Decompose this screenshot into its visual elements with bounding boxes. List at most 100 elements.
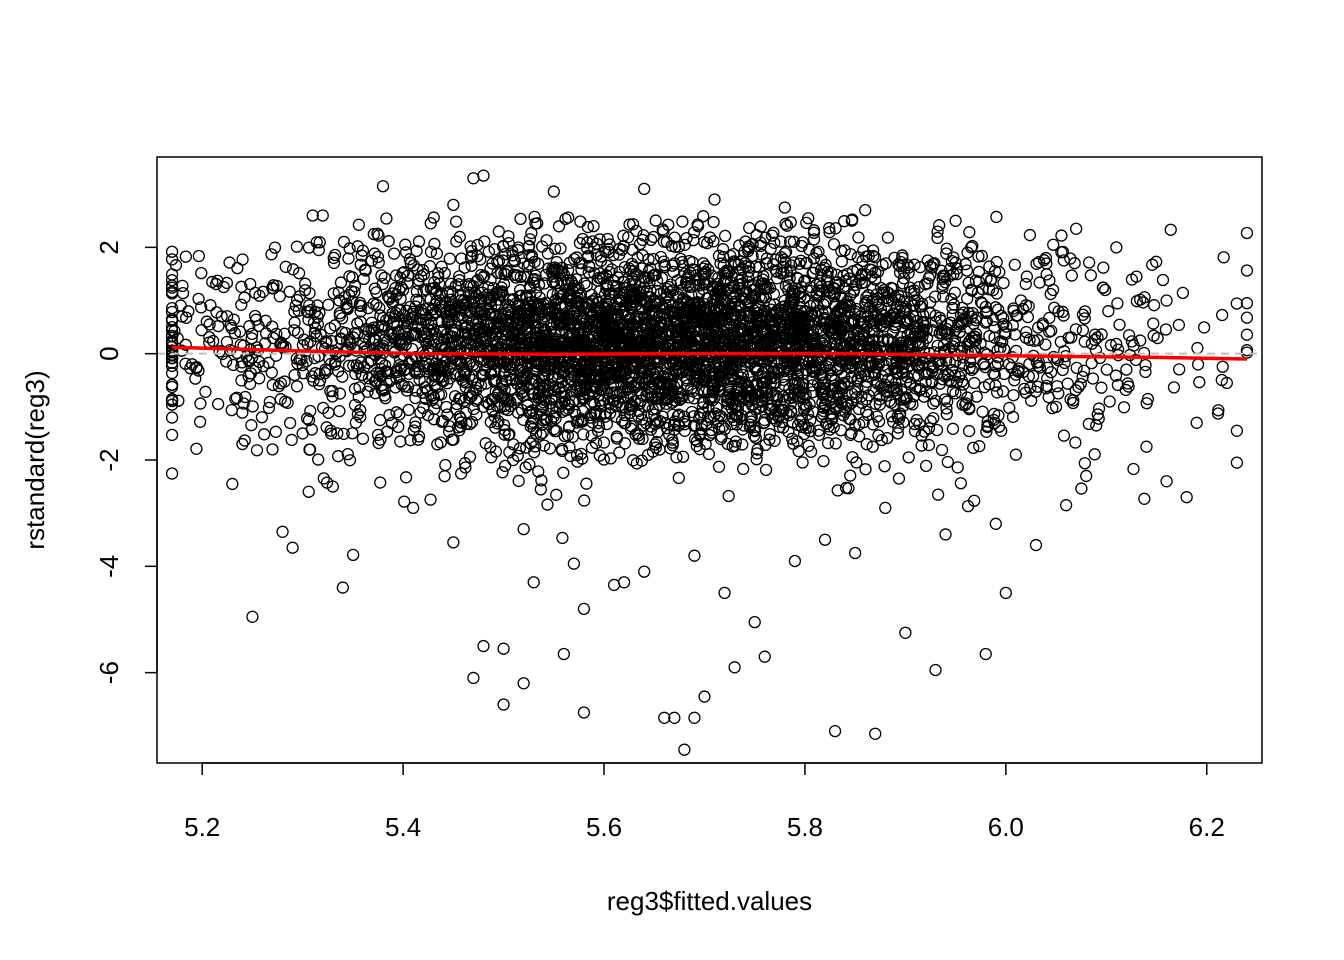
data-point xyxy=(850,350,864,363)
data-point xyxy=(866,418,880,431)
data-point xyxy=(794,290,807,303)
data-point xyxy=(990,255,1003,269)
data-point xyxy=(867,244,880,257)
data-point xyxy=(192,292,205,306)
data-point xyxy=(931,225,944,238)
data-point xyxy=(948,286,961,299)
data-point xyxy=(534,428,547,441)
data-point xyxy=(289,299,302,312)
data-point xyxy=(480,395,493,409)
data-point xyxy=(929,309,942,322)
data-point xyxy=(459,376,473,389)
data-point xyxy=(730,358,743,371)
data-point xyxy=(802,439,815,452)
data-point xyxy=(825,413,839,426)
data-point xyxy=(351,317,364,330)
data-point xyxy=(613,302,626,316)
data-point xyxy=(369,349,382,362)
data-point xyxy=(468,286,482,300)
data-point xyxy=(399,322,412,335)
data-point xyxy=(640,373,653,386)
data-point xyxy=(501,264,514,277)
data-point xyxy=(912,369,925,382)
data-point xyxy=(491,256,504,269)
data-point xyxy=(1134,334,1147,347)
data-point xyxy=(982,378,996,391)
data-point xyxy=(733,299,747,312)
data-point xyxy=(578,369,592,382)
data-point xyxy=(238,434,251,447)
data-point xyxy=(727,280,740,293)
data-point xyxy=(400,314,413,327)
data-point xyxy=(431,438,444,451)
data-point xyxy=(476,271,490,284)
data-point xyxy=(176,286,190,300)
data-point xyxy=(652,356,665,369)
data-point xyxy=(440,332,454,345)
data-point xyxy=(1230,297,1243,310)
data-point xyxy=(1146,258,1159,271)
data-point xyxy=(613,242,626,255)
data-point xyxy=(829,437,842,450)
data-point xyxy=(555,261,569,275)
data-point xyxy=(968,334,982,348)
data-point xyxy=(835,255,848,268)
data-point xyxy=(593,233,606,246)
data-point xyxy=(924,269,937,282)
data-point xyxy=(527,412,540,425)
data-point xyxy=(513,442,527,455)
data-point xyxy=(615,414,629,427)
data-point xyxy=(998,367,1011,381)
data-point xyxy=(1139,365,1152,379)
data-point xyxy=(626,218,640,231)
data-point xyxy=(243,377,257,391)
data-point xyxy=(376,277,389,291)
data-point xyxy=(980,425,993,438)
data-point xyxy=(519,461,532,474)
data-point xyxy=(779,280,793,293)
data-point xyxy=(737,323,750,336)
data-point xyxy=(947,298,961,311)
data-point xyxy=(630,224,643,238)
data-point xyxy=(581,220,595,234)
data-point xyxy=(610,311,623,324)
data-point xyxy=(965,331,978,345)
data-point xyxy=(390,406,403,419)
data-point xyxy=(691,387,704,400)
data-point xyxy=(973,440,986,453)
data-point xyxy=(666,408,679,421)
data-point xyxy=(696,282,710,296)
data-point xyxy=(402,403,415,417)
data-point xyxy=(959,258,972,271)
data-point xyxy=(745,415,758,428)
data-point xyxy=(724,249,737,263)
data-point xyxy=(325,335,338,348)
data-point xyxy=(484,319,497,332)
data-point xyxy=(889,377,902,390)
data-point xyxy=(354,356,368,369)
data-point xyxy=(676,450,690,463)
data-point xyxy=(741,310,755,323)
data-point xyxy=(872,429,885,442)
data-point xyxy=(190,442,203,455)
data-point xyxy=(491,417,504,430)
data-point xyxy=(301,337,314,350)
data-point xyxy=(528,255,541,269)
data-point xyxy=(459,296,472,310)
data-point xyxy=(342,252,355,265)
data-point xyxy=(732,258,745,271)
data-point xyxy=(394,292,407,305)
data-point xyxy=(480,334,493,348)
data-point xyxy=(327,287,340,300)
data-point xyxy=(1191,358,1205,371)
data-point xyxy=(1212,404,1225,417)
data-point xyxy=(1140,397,1153,410)
data-point xyxy=(767,258,780,271)
data-point xyxy=(422,335,435,348)
data-point xyxy=(1102,305,1115,318)
data-point xyxy=(710,330,723,343)
data-point xyxy=(601,232,614,246)
data-point xyxy=(1176,286,1190,300)
data-point xyxy=(1085,356,1098,370)
data-point xyxy=(675,283,689,296)
